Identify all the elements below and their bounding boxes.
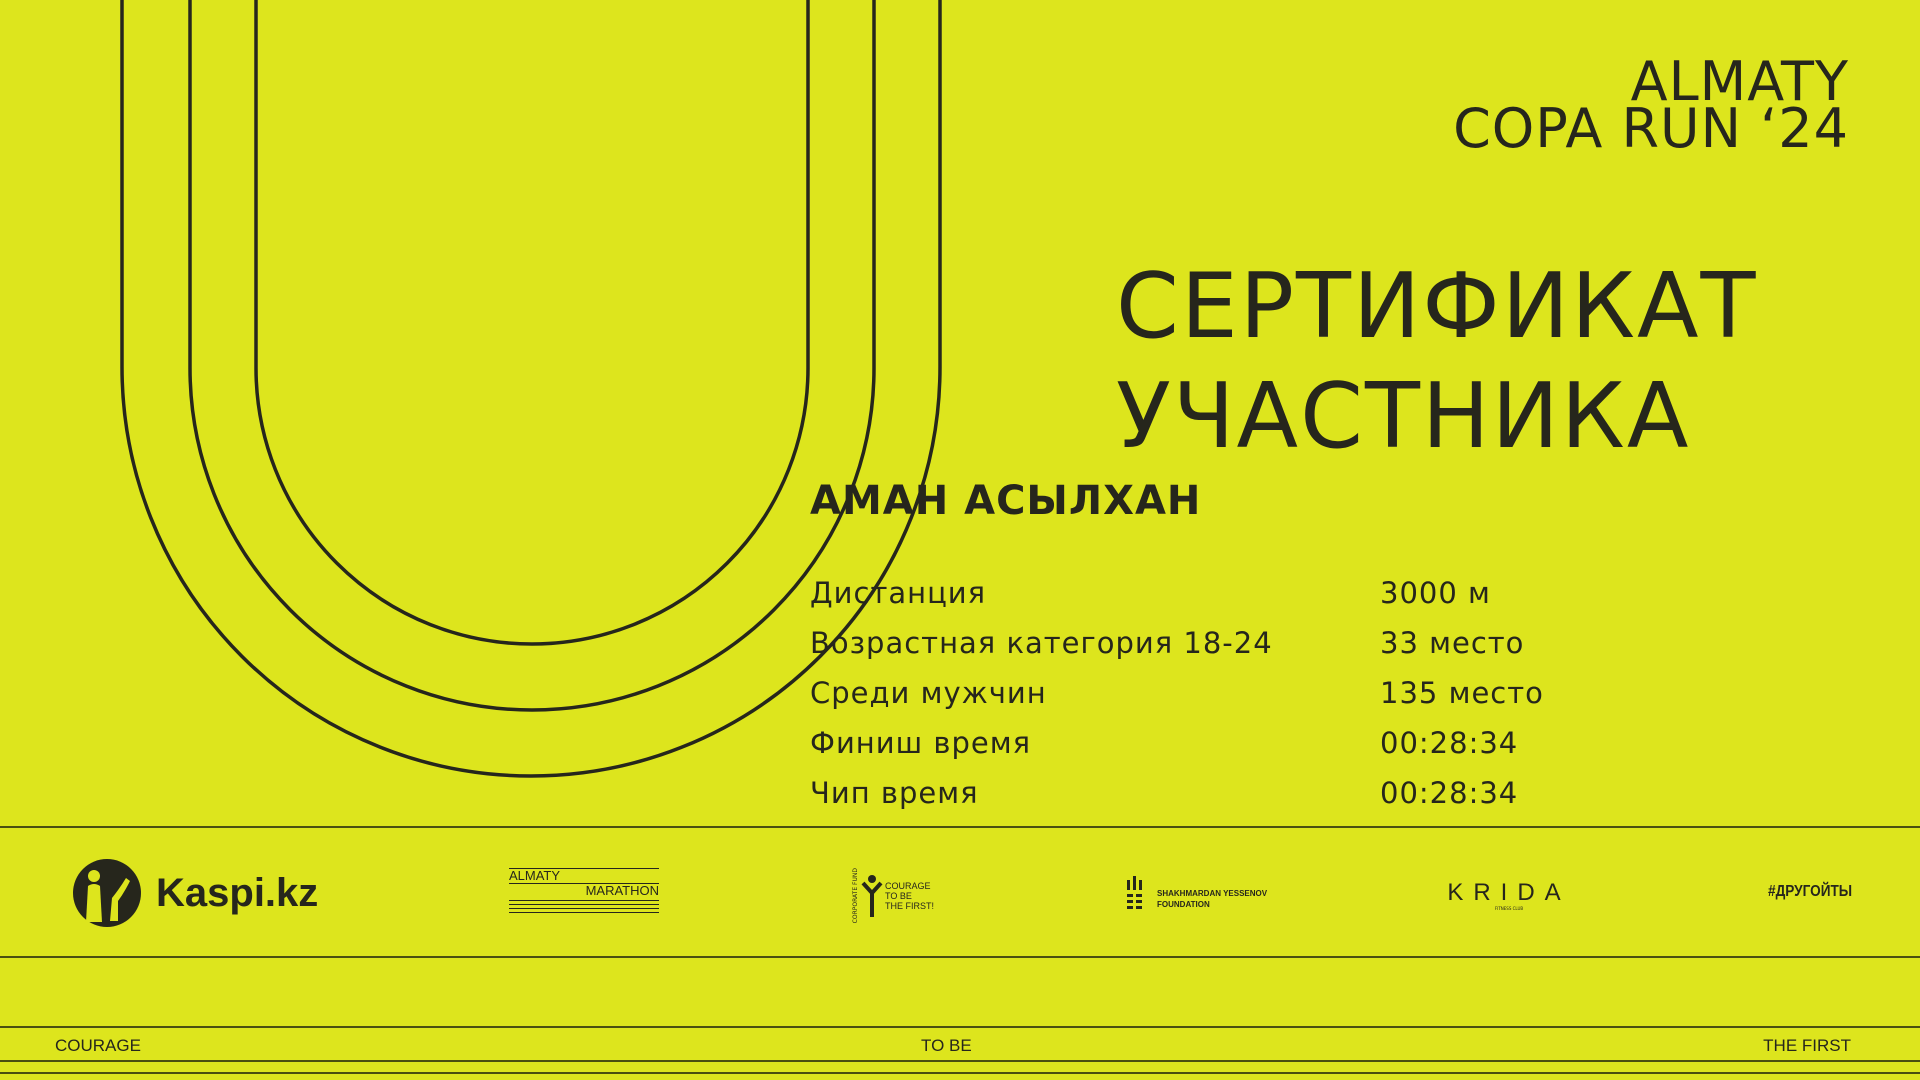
yessenov-foundation-logo: SHAKHMARDAN YESSENOV FOUNDATION	[1127, 876, 1267, 910]
result-row: Дистанция 3000 м	[810, 576, 1490, 610]
runner-icon	[861, 874, 883, 917]
almaty-marathon-logo: ALMATY MARATHON	[509, 868, 659, 920]
courage-fund-logo: CORPORATE FUND COURAGE TO BE THE FIRST!	[852, 868, 934, 923]
certificate-title: СЕРТИФИКАТ УЧАСТНИКА	[1116, 252, 1758, 472]
almaty-marathon-line2: MARATHON	[585, 883, 659, 898]
event-title-line2: COPA RUN ‘24	[1453, 97, 1849, 160]
courage-fund-line2: TO BE	[885, 890, 912, 901]
divider	[0, 1060, 1920, 1062]
courage-fund-line1: COURAGE	[885, 880, 931, 891]
result-value: 135 место	[1380, 676, 1544, 710]
result-row: Среди мужчин 135 место	[810, 676, 1543, 710]
kaspi-text: Kaspi.kz	[156, 870, 319, 915]
result-label: Финиш время	[810, 726, 1032, 760]
footer-center: TO BE	[921, 1036, 972, 1055]
divider	[0, 1026, 1920, 1028]
result-value: 33 место	[1380, 626, 1525, 660]
result-label: Возрастная категория 18-24	[810, 626, 1273, 660]
result-row: Возрастная категория 18-24 33 место	[810, 626, 1523, 660]
event-title: ALMATY COPA RUN ‘24	[1453, 50, 1849, 160]
result-row: Чип время 00:28:34	[810, 776, 1517, 810]
yessenov-line1: SHAKHMARDAN YESSENOV	[1157, 889, 1268, 898]
krida-logo: KRIDA FITNESS CLUB	[1441, 879, 1577, 912]
courage-fund-line3: THE FIRST!	[885, 900, 934, 911]
divider	[0, 826, 1920, 828]
result-label: Среди мужчин	[810, 676, 1047, 710]
footer-left: COURAGE	[55, 1036, 141, 1055]
certificate-title-line1: СЕРТИФИКАТ	[1116, 254, 1758, 359]
almaty-marathon-line1: ALMATY	[509, 868, 561, 883]
hashtag-logo: #ДРУГОЙТЫ	[1768, 883, 1853, 900]
kaspi-figure-icon	[73, 859, 141, 927]
running-track-graphic	[120, 0, 942, 778]
result-value: 00:28:34	[1380, 776, 1519, 810]
result-label: Чип время	[810, 776, 979, 810]
divider	[0, 1072, 1920, 1074]
krida-sub: FITNESS CLUB	[1494, 906, 1524, 911]
divider	[0, 956, 1920, 958]
yessenov-line2: FOUNDATION	[1157, 900, 1210, 909]
certificate-title-line2: УЧАСТНИКА	[1116, 364, 1691, 469]
result-value: 00:28:34	[1380, 726, 1519, 760]
courage-fund-arc-text: CORPORATE FUND	[852, 868, 859, 924]
event-title-line1: ALMATY	[1630, 50, 1849, 113]
result-value: 3000 м	[1380, 576, 1491, 610]
yessenov-mark-icon	[1127, 876, 1142, 909]
result-label: Дистанция	[810, 576, 987, 610]
result-row: Финиш время 00:28:34	[810, 726, 1517, 760]
footer-right: THE FIRST	[1763, 1036, 1851, 1055]
participant-name: АМАН АСЫЛХАН	[810, 478, 1202, 524]
kaspi-logo: Kaspi.kz	[72, 858, 318, 928]
krida-name: KRIDA	[1447, 879, 1571, 906]
